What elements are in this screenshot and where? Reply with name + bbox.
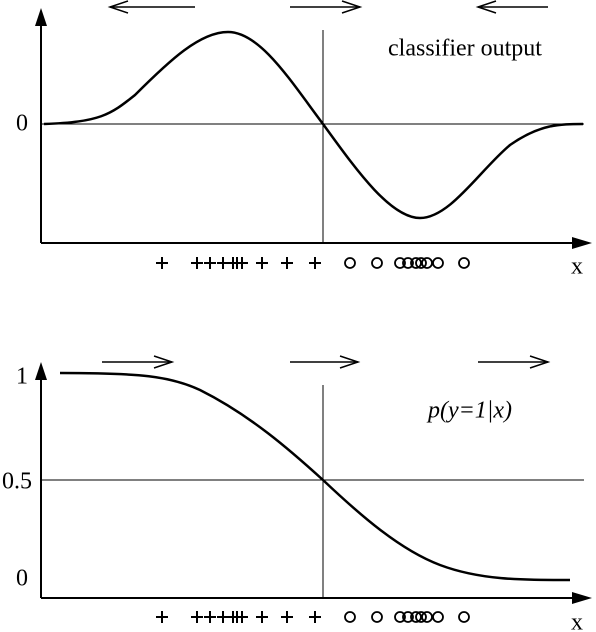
arrow [107,0,195,14]
circle-marker [371,257,383,269]
circle-marker [458,611,470,623]
plus-marker [281,257,293,269]
plus-marker [309,611,321,623]
probability-curve [59,371,571,582]
arrow [290,0,363,14]
samples [156,257,470,269]
classifier-curve [43,30,584,220]
y-tick-label: 0 [16,566,28,592]
plus-marker [236,257,248,269]
plus-marker [256,611,268,623]
circle-marker [421,257,433,269]
panel-label: classifier output [388,36,542,62]
x-axis-label: x [571,610,583,632]
axis-arrowhead [572,592,592,604]
top-panel: classifier output 0 x [16,0,592,280]
arrow [102,355,175,369]
samples [156,611,470,623]
y-tick-label: 0 [16,111,28,137]
panel-label: p(y=1|x) [426,398,512,424]
plus-marker [156,611,168,623]
circle-marker [410,611,422,623]
plus-marker [281,611,293,623]
y-tick-label: 1 [16,364,28,390]
x-axis-label: x [571,254,583,280]
axis-arrowhead [572,237,592,249]
circle-marker [402,611,414,623]
circle-marker [432,611,444,623]
plus-marker [191,611,203,623]
circle-marker [458,257,470,269]
circle-marker [344,611,356,623]
circle-marker [344,257,356,269]
plus-marker [191,257,203,269]
plus-marker [256,257,268,269]
bottom-panel: p(y=1|x) 1 0.5 0 x [2,355,592,632]
circle-marker [410,257,422,269]
arrow [290,355,361,369]
circle-marker [394,611,406,623]
circle-marker [371,611,383,623]
plus-marker [236,611,248,623]
axis-arrowhead [35,362,47,380]
axis-arrowhead [35,8,47,26]
circle-marker [421,611,433,623]
plus-marker [156,257,168,269]
plus-marker [204,611,216,623]
circle-marker [432,257,444,269]
arrow [478,355,551,369]
plus-marker [204,257,216,269]
arrow [475,0,548,14]
plus-marker [309,257,321,269]
circle-marker [415,257,427,269]
circle-marker [394,257,406,269]
y-tick-label: 0.5 [2,469,32,495]
circle-marker [402,257,414,269]
circle-marker [415,611,427,623]
